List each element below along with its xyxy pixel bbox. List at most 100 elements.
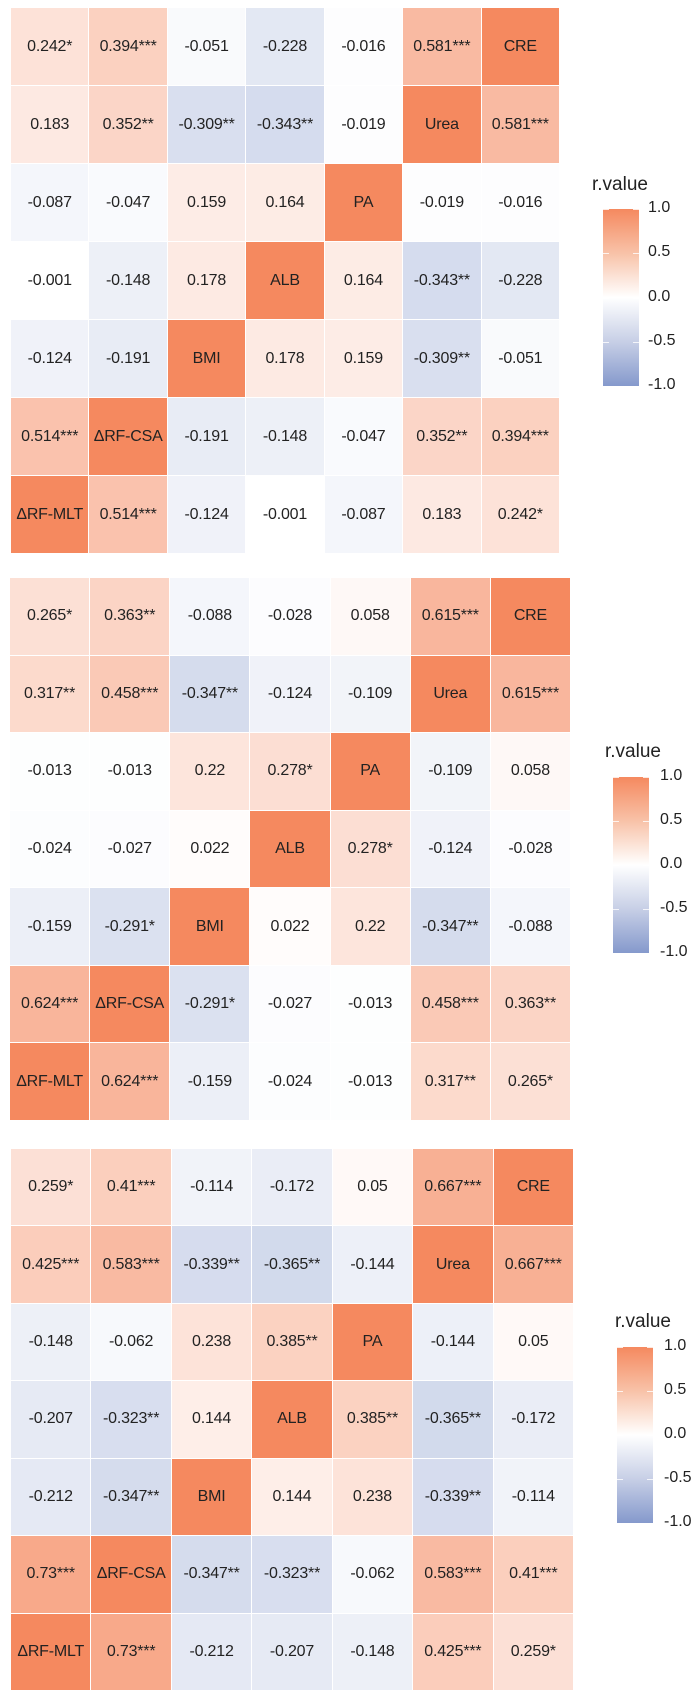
correlation-cell: 0.352** bbox=[403, 398, 481, 475]
legend-tick-label: -1.0 bbox=[660, 943, 688, 960]
legend-tick-mark bbox=[613, 953, 619, 954]
correlation-cell: 0.385** bbox=[332, 1381, 413, 1458]
correlation-cell: 0.581*** bbox=[403, 8, 481, 85]
correlation-cell: 0.363** bbox=[490, 965, 570, 1043]
correlation-cell: -0.347** bbox=[171, 1536, 252, 1613]
correlation-cell: -0.124 bbox=[250, 655, 330, 733]
legend-tick-mark bbox=[617, 1435, 623, 1436]
correlation-cell: -0.339** bbox=[413, 1458, 493, 1536]
correlation-cell: -0.148 bbox=[332, 1613, 413, 1690]
correlation-cell: 0.183 bbox=[11, 86, 89, 163]
diagonal-label-cell: PA bbox=[324, 164, 403, 241]
legend-tick-mark bbox=[613, 777, 619, 778]
legend-tick-label: 1.0 bbox=[648, 199, 671, 216]
correlation-cell: 0.164 bbox=[246, 164, 324, 241]
correlation-cell: -0.291* bbox=[170, 965, 250, 1043]
correlation-cell: 0.425*** bbox=[11, 1226, 91, 1303]
legend-tick-mark bbox=[603, 297, 609, 299]
correlation-cell: -0.365** bbox=[252, 1226, 332, 1303]
correlation-cell: -0.207 bbox=[252, 1613, 332, 1690]
correlation-cell: -0.013 bbox=[90, 733, 170, 810]
diagonal-label-cell: ALB bbox=[250, 810, 330, 888]
correlation-cell: -0.347** bbox=[91, 1458, 171, 1536]
legend-tick-mark bbox=[643, 909, 649, 910]
correlation-cell: -0.062 bbox=[91, 1303, 171, 1381]
legend-tick-mark bbox=[617, 1523, 623, 1524]
correlation-cell: -0.013 bbox=[10, 733, 90, 810]
correlation-cell: 0.73*** bbox=[91, 1613, 171, 1690]
correlation-cell: -0.087 bbox=[324, 476, 403, 553]
correlation-cell: -0.347** bbox=[410, 888, 490, 965]
correlation-cell: -0.024 bbox=[10, 810, 90, 888]
correlation-cell: 0.317** bbox=[10, 655, 90, 733]
diagonal-label-cell: PA bbox=[330, 733, 410, 810]
correlation-cell: 0.178 bbox=[246, 320, 324, 397]
correlation-cell: 0.058 bbox=[490, 733, 570, 810]
legend-tick-mark bbox=[633, 297, 639, 299]
correlation-cell: 0.583*** bbox=[91, 1226, 171, 1303]
legend-title: r.value bbox=[605, 741, 661, 762]
correlation-cell: -0.027 bbox=[250, 965, 330, 1043]
correlation-cell: 0.41*** bbox=[493, 1536, 573, 1613]
legend-tick-label: -0.5 bbox=[648, 331, 676, 349]
correlation-cell: -0.144 bbox=[413, 1303, 493, 1381]
diagonal-label-cell: CRE bbox=[493, 1149, 573, 1226]
correlation-cell: 0.144 bbox=[252, 1458, 332, 1536]
correlation-cell: -0.228 bbox=[481, 242, 559, 319]
correlation-cell: 0.317** bbox=[410, 1043, 490, 1120]
legend-tick-label: -0.5 bbox=[660, 899, 688, 916]
diagonal-label-cell: ΔRF-CSA bbox=[89, 398, 167, 475]
correlation-cell: 0.164 bbox=[324, 242, 403, 319]
correlation-cell: -0.228 bbox=[246, 8, 324, 85]
correlation-cell: 0.667*** bbox=[413, 1149, 493, 1226]
correlation-cell: -0.109 bbox=[330, 655, 410, 733]
heatmap-grid: 0.242* 0.394*** -0.051 -0.228 -0.016 0.581***… bbox=[11, 8, 559, 553]
correlation-cell: 0.22 bbox=[330, 888, 410, 965]
legend-tick-label: 0.5 bbox=[664, 1381, 687, 1398]
correlation-cell: -0.159 bbox=[170, 1043, 250, 1120]
correlation-cell: -0.309** bbox=[167, 86, 246, 163]
legend-tick-mark bbox=[647, 1391, 653, 1392]
correlation-cell: -0.051 bbox=[481, 320, 559, 397]
diagonal-label-cell: PA bbox=[332, 1303, 413, 1381]
legend-title: r.value bbox=[592, 174, 648, 195]
legend-tick-mark bbox=[613, 865, 619, 866]
legend-tick-mark bbox=[633, 253, 639, 255]
diagonal-label-cell: Urea bbox=[403, 86, 481, 163]
correlation-cell: -0.028 bbox=[490, 810, 570, 888]
correlation-cell: 0.259* bbox=[11, 1149, 91, 1226]
correlation-cell: -0.062 bbox=[332, 1536, 413, 1613]
correlation-cell: -0.309** bbox=[403, 320, 481, 397]
correlation-cell: -0.343** bbox=[246, 86, 324, 163]
correlation-cell: 0.278* bbox=[330, 810, 410, 888]
legend-tick-mark bbox=[647, 1479, 653, 1480]
correlation-cell: -0.172 bbox=[493, 1381, 573, 1458]
correlation-cell: 0.394*** bbox=[89, 8, 167, 85]
legend-tick-label: -1.0 bbox=[664, 1513, 692, 1530]
correlation-cell: -0.019 bbox=[324, 86, 403, 163]
correlation-cell: 0.238 bbox=[171, 1303, 252, 1381]
correlation-cell: 0.144 bbox=[171, 1381, 252, 1458]
diagonal-label-cell: BMI bbox=[167, 320, 246, 397]
legend-tick-mark bbox=[603, 386, 609, 387]
correlation-cell: 0.159 bbox=[167, 164, 246, 241]
correlation-cell: 0.05 bbox=[332, 1149, 413, 1226]
diagonal-label-cell: Urea bbox=[410, 655, 490, 733]
correlation-cell: -0.148 bbox=[246, 398, 324, 475]
correlation-cell: 0.05 bbox=[493, 1303, 573, 1381]
correlation-cell: -0.013 bbox=[330, 965, 410, 1043]
diagonal-label-cell: ALB bbox=[246, 242, 324, 319]
legend-tick-mark bbox=[617, 1347, 623, 1348]
correlation-cell: -0.207 bbox=[11, 1381, 91, 1458]
correlation-cell: 0.624*** bbox=[10, 965, 90, 1043]
legend-tick-label: 0.0 bbox=[648, 287, 671, 305]
correlation-cell: -0.172 bbox=[252, 1149, 332, 1226]
legend-tick-label: 1.0 bbox=[660, 767, 683, 784]
legend-tick-label: 0.5 bbox=[660, 811, 683, 828]
legend-tick-mark bbox=[617, 1479, 623, 1480]
legend-tick-label: -0.5 bbox=[664, 1469, 692, 1486]
correlation-cell: 0.667*** bbox=[493, 1226, 573, 1303]
heatmap-grid: 0.259* 0.41*** -0.114 -0.172 0.05 0.667*** CRE… bbox=[11, 1149, 573, 1690]
legend-tick-mark bbox=[643, 821, 649, 822]
correlation-cell: -0.016 bbox=[324, 8, 403, 85]
